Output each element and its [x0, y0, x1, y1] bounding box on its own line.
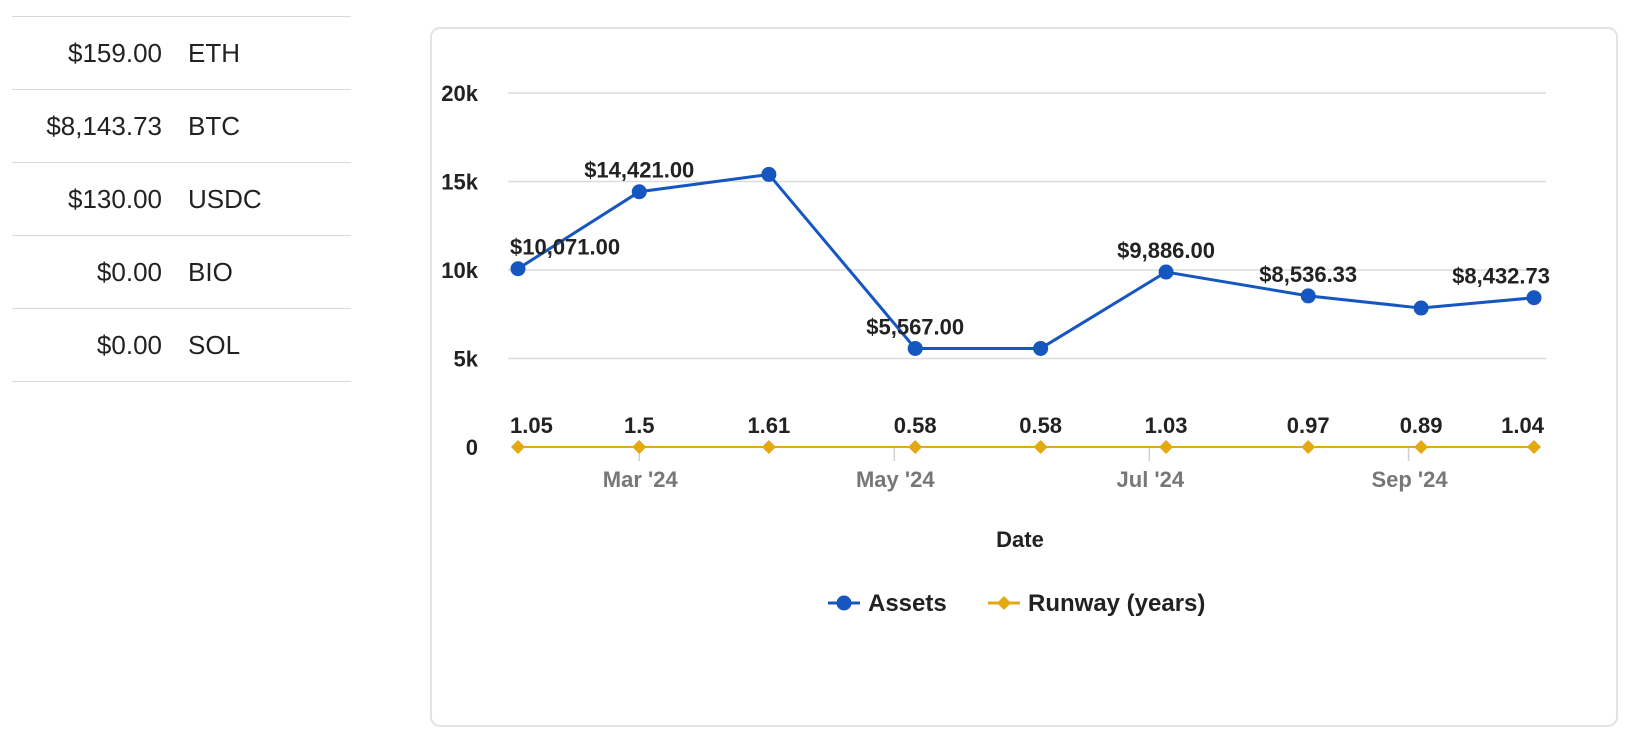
assets-point — [510, 261, 526, 277]
x-tick-label: Jul '24 — [1117, 467, 1185, 492]
y-tick-label: 10k — [441, 258, 478, 283]
holding-row-bio: $0.00 BIO — [12, 236, 351, 309]
legend-assets-label: Assets — [868, 590, 947, 617]
assets-data-label: $9,886.00 — [1117, 238, 1215, 263]
assets-data-label: $8,432.73 — [1452, 264, 1550, 289]
runway-data-label: 0.58 — [894, 413, 937, 438]
assets-point — [1526, 290, 1542, 306]
assets-point — [631, 184, 647, 200]
assets-data-label: $5,567.00 — [866, 314, 964, 339]
x-tick-label: May '24 — [856, 467, 935, 492]
assets-data-label: $14,421.00 — [584, 158, 694, 183]
runway-data-label: 0.58 — [1019, 413, 1062, 438]
legend-runway-marker — [997, 596, 1011, 610]
holding-symbol: ETH — [188, 37, 240, 68]
holding-amount: $159.00 — [68, 37, 162, 68]
holding-symbol: SOL — [188, 329, 241, 360]
y-tick-label: 15k — [441, 170, 478, 195]
y-tick-label: 0 — [466, 435, 478, 460]
holding-row-eth: $159.00 ETH — [12, 17, 351, 90]
holding-amount: $8,143.73 — [46, 110, 162, 141]
x-axis-title: Date — [996, 527, 1044, 552]
holding-row-sol: $0.00 SOL — [12, 309, 351, 382]
runway-data-label: 0.89 — [1400, 413, 1443, 438]
runway-point — [908, 439, 923, 454]
runway-point — [1414, 439, 1429, 454]
holding-amount: $0.00 — [96, 329, 162, 360]
runway-data-label: 1.03 — [1145, 413, 1188, 438]
holding-symbol: BTC — [188, 110, 240, 141]
holding-symbol: BIO — [188, 256, 233, 287]
holding-row-btc: $8,143.73 BTC — [12, 90, 351, 163]
runway-point — [1301, 439, 1316, 454]
y-tick-label: 20k — [441, 81, 478, 106]
runway-data-label: 1.61 — [747, 413, 790, 438]
runway-data-label: 1.05 — [510, 413, 553, 438]
holding-amount: $130.00 — [68, 183, 162, 214]
assets-point — [761, 166, 777, 182]
holding-amount: $0.00 — [96, 256, 162, 287]
assets-data-label: $8,536.33 — [1259, 262, 1357, 287]
runway-data-label: 1.5 — [624, 413, 655, 438]
assets-point — [1158, 264, 1174, 280]
x-tick-label: Mar '24 — [603, 467, 679, 492]
runway-point — [511, 439, 525, 454]
runway-point — [1159, 439, 1174, 454]
holding-symbol: USDC — [188, 183, 262, 214]
runway-data-label: 0.97 — [1287, 413, 1330, 438]
assets-point — [1300, 288, 1316, 304]
assets-runway-chart: 0 5k 10k 15k 20k Mar '24 May '24 Jul '24 Sep '24… — [441, 81, 1550, 617]
runway-point — [1033, 439, 1048, 454]
runway-data-label: 1.04 — [1501, 413, 1545, 438]
runway-point — [632, 439, 647, 454]
legend-assets-marker — [836, 595, 852, 611]
assets-point — [1413, 300, 1429, 316]
assets-line — [517, 172, 1535, 350]
holding-row-usdc: $130.00 USDC — [12, 163, 351, 236]
runway-point — [1527, 439, 1541, 454]
x-tick-label: Sep '24 — [1371, 467, 1448, 492]
assets-data-label: $10,071.00 — [510, 235, 620, 260]
holdings-table: $159.00 ETH $8,143.73 BTC $130.00 USDC $… — [12, 16, 351, 382]
chart-card: 0 5k 10k 15k 20k Mar '24 May '24 Jul '24 Sep '24… — [430, 27, 1618, 727]
assets-point — [907, 340, 923, 356]
assets-point — [1033, 340, 1049, 356]
runway-point — [761, 439, 776, 454]
legend-runway-label: Runway (years) — [1028, 590, 1205, 617]
y-tick-label: 5k — [454, 347, 479, 372]
